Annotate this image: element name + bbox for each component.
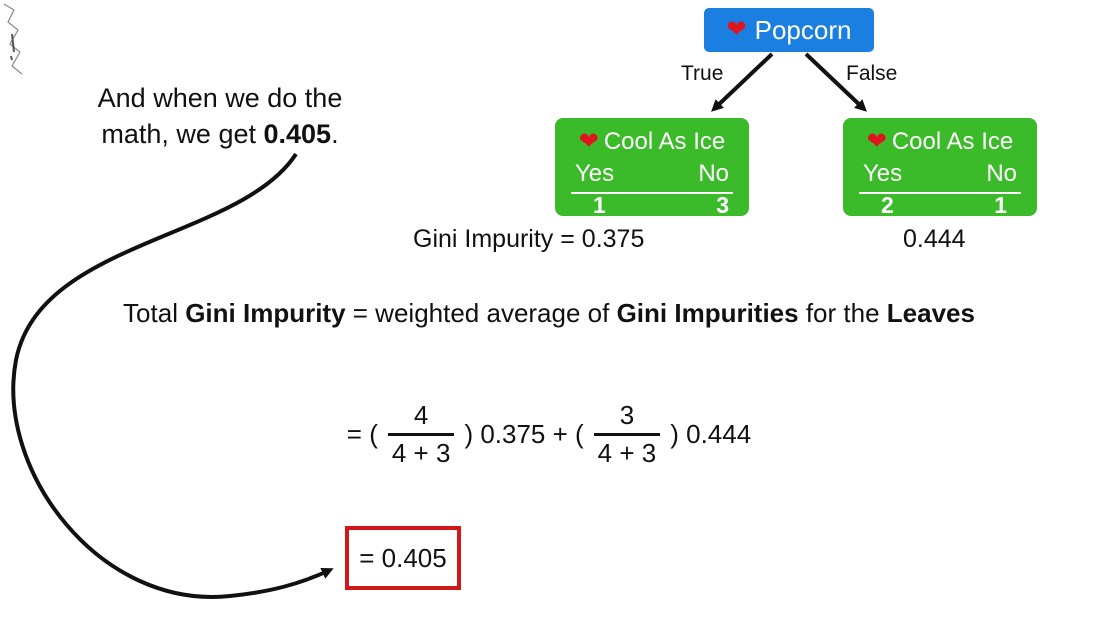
- edge-true-line: [711, 52, 774, 112]
- formula-start: = (: [346, 419, 378, 449]
- left-leaf-title-text: Cool As Ice: [603, 128, 726, 155]
- right-leaf-title-text: Cool As Ice: [891, 128, 1014, 155]
- edge-label-false: False: [846, 62, 898, 85]
- right-leaf-gini: 0.444: [903, 225, 966, 253]
- fraction-right: 3 4 + 3: [593, 400, 661, 469]
- caption-line2-prefix: math, we get: [101, 119, 264, 149]
- weighted-formula: = ( 4 4 + 3 ) 0.375 + ( 3 4 + 3 ) 0.444: [0, 400, 1098, 469]
- left-leaf-gini: Gini Impurity = 0.375: [413, 225, 645, 253]
- heart-icon: ❤: [578, 128, 599, 155]
- right-leaf-yes-label: Yes: [863, 160, 903, 187]
- edge-label-true: True: [681, 62, 724, 85]
- fraction-left-denominator: 4 + 3: [387, 433, 455, 469]
- result-box: = 0.405: [345, 526, 461, 590]
- left-leaf-yes-label: Yes: [575, 160, 615, 187]
- right-leaf-no-value: 1: [994, 192, 1007, 218]
- right-leaf-node: ❤ Cool As Ice Yes No 2 1: [843, 118, 1037, 218]
- left-leaf-title: ❤ Cool As Ice: [555, 128, 749, 156]
- total-bold-3: Leaves: [886, 298, 975, 328]
- caption-line2: math, we get 0.405.: [40, 116, 400, 152]
- fraction-right-denominator: 4 + 3: [593, 433, 661, 469]
- corner-doodle: [3, 3, 23, 75]
- right-leaf-no-label: No: [986, 160, 1017, 187]
- fraction-right-numerator: 3: [619, 400, 635, 430]
- right-leaf-title: ❤ Cool As Ice: [843, 128, 1037, 156]
- caption-line2-suffix: .: [331, 119, 339, 149]
- total-text-2: = weighted average of: [345, 298, 617, 328]
- left-leaf-divider: [571, 192, 733, 194]
- total-text-3: for the: [798, 298, 887, 328]
- right-leaf-divider: [859, 192, 1021, 194]
- caption-value: 0.405: [263, 119, 332, 149]
- root-node-label: Popcorn: [754, 14, 852, 45]
- caption-text: And when we do the math, we get 0.405.: [40, 80, 400, 152]
- formula-end: ) 0.444: [670, 419, 752, 449]
- heart-icon: ❤: [726, 16, 747, 43]
- heart-icon: ❤: [866, 128, 887, 155]
- left-leaf-yes-value: 1: [593, 192, 606, 218]
- total-text-1: Total: [123, 298, 186, 328]
- formula-middle: ) 0.375 + (: [464, 419, 584, 449]
- fraction-left-numerator: 4: [413, 400, 429, 430]
- edge-false-line: [804, 52, 867, 112]
- right-leaf-yes-value: 2: [881, 192, 894, 218]
- left-leaf-no-label: No: [698, 160, 729, 187]
- total-bold-2: Gini Impurities: [616, 298, 799, 328]
- total-gini-definition: Total Gini Impurity = weighted average o…: [0, 298, 1098, 329]
- result-value: = 0.405: [359, 542, 447, 573]
- fraction-left: 4 4 + 3: [387, 400, 455, 469]
- caption-line1: And when we do the: [97, 83, 343, 113]
- root-node-popcorn: ❤ Popcorn: [704, 8, 874, 52]
- left-leaf-node: ❤ Cool As Ice Yes No 1 3: [555, 118, 749, 218]
- left-leaf-no-value: 3: [716, 192, 729, 218]
- total-bold-1: Gini Impurity: [185, 298, 346, 328]
